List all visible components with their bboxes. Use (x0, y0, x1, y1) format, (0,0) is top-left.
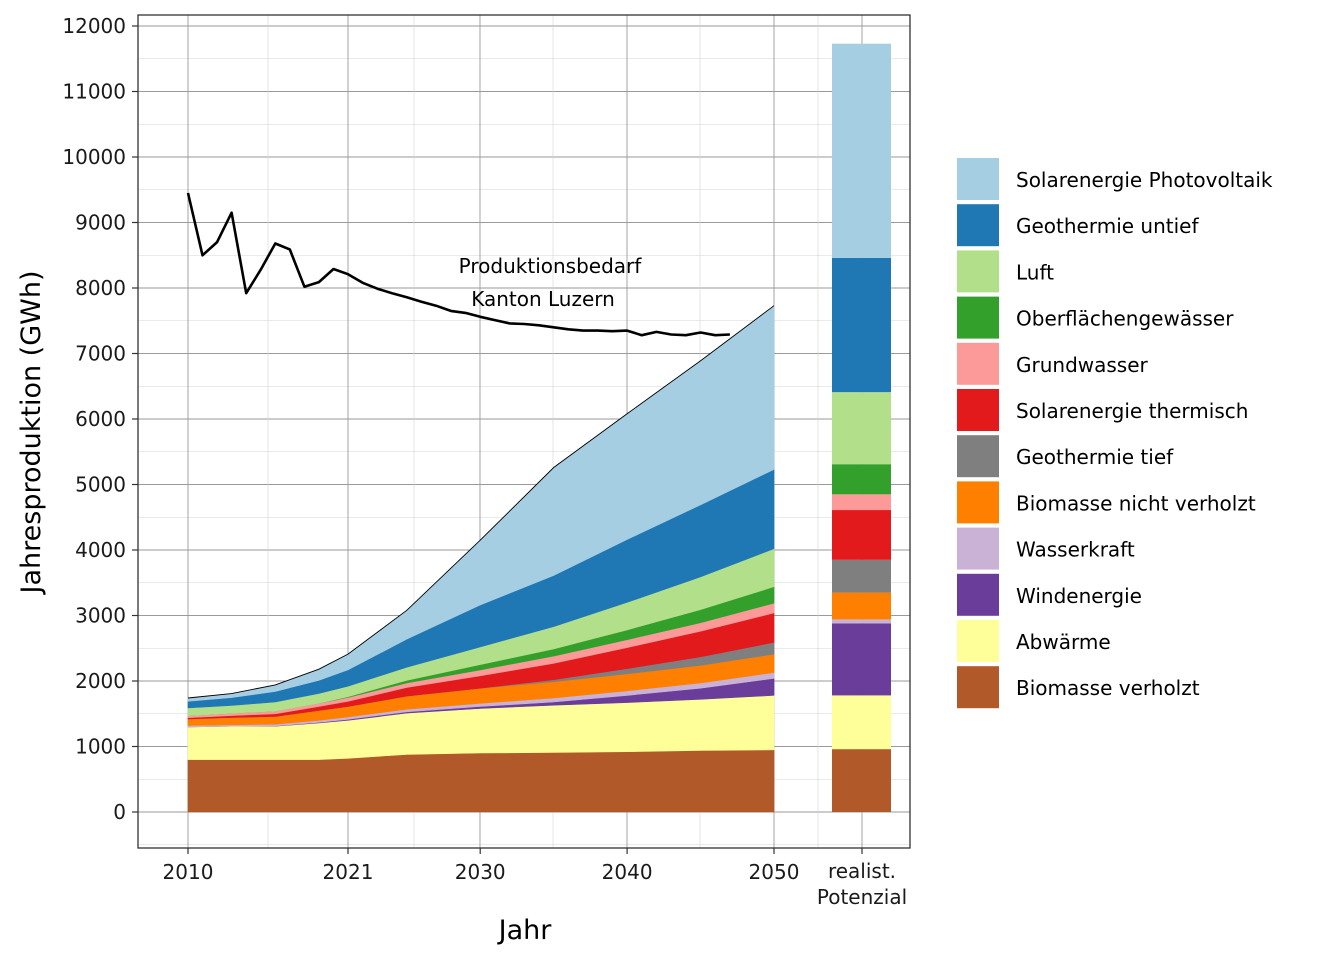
demand-line (186, 192, 730, 337)
legend-swatch (957, 435, 999, 478)
potential-segment-geothermie-untief (832, 257, 891, 393)
legend-swatch (957, 666, 999, 709)
potential-segment-luft (832, 392, 891, 465)
legend-label: Geothermie untief (1016, 214, 1199, 238)
x-tick-label: 2021 (323, 860, 374, 884)
legend-swatch (957, 573, 999, 616)
legend-swatch (957, 296, 999, 339)
potential-segment-wasserkraft (832, 619, 891, 624)
potential-bar (832, 43, 891, 812)
stacked-areas (187, 305, 775, 813)
potential-segment-grundwasser (832, 494, 891, 511)
axes: 0 1000 2000 3000 4000 5000 6000 7000 8000 9000 100… (62, 14, 863, 884)
legend-label: Wasserkraft (1016, 538, 1135, 562)
potential-label-line-1: realist. (828, 859, 896, 883)
potential-segment-biomasse-verholzt (832, 749, 891, 812)
y-tick-label: 1000 (75, 735, 126, 759)
legend: Solarenergie Photovoltaik Geothermie unti… (957, 158, 1273, 709)
y-tick-label: 6000 (75, 407, 126, 431)
potential-segment-biomasse-nicht-verholzt (832, 592, 891, 620)
legend-swatch (957, 481, 999, 524)
x-tick-label: 2040 (602, 860, 653, 884)
y-tick-label: 3000 (75, 604, 126, 628)
y-tick-label: 12000 (62, 14, 126, 38)
legend-label: Abwärme (1016, 630, 1111, 654)
legend-label: Biomasse verholzt (1016, 676, 1200, 700)
legend-swatch (957, 204, 999, 247)
x-tick-label: 2010 (163, 860, 214, 884)
demand-line-layer (186, 192, 730, 337)
legend-label: Geothermie tief (1016, 445, 1174, 469)
potential-segment-solarenergie-thermisch (832, 510, 891, 560)
legend-swatch (957, 250, 999, 293)
y-axis-title: Jahresproduktion (GWh) (16, 271, 47, 596)
y-tick-label: 0 (113, 800, 126, 824)
x-tick-label: 2030 (455, 860, 506, 884)
potential-segment-windenergie (832, 623, 891, 696)
potential-segment-solarenergie-photovoltaik (832, 43, 891, 258)
stack-total-outline (187, 305, 775, 699)
legend-label: Luft (1016, 260, 1054, 284)
legend-swatch (957, 620, 999, 662)
potential-segment-oberflächengewässer (832, 464, 891, 495)
grid (138, 15, 910, 848)
legend-label: Oberflächengewässer (1016, 307, 1234, 331)
potential-segment-abwärme (832, 695, 891, 750)
y-tick-label: 5000 (75, 473, 126, 497)
y-tick-label: 7000 (75, 342, 126, 366)
legend-swatch (957, 389, 999, 431)
legend-label: Solarenergie Photovoltaik (1016, 168, 1273, 192)
legend-swatch (957, 527, 999, 570)
y-tick-label: 8000 (75, 276, 126, 300)
legend-swatch (957, 342, 999, 385)
x-tick-label: 2050 (749, 860, 800, 884)
y-tick-label: 4000 (75, 538, 126, 562)
plot-panel-border (137, 14, 911, 849)
annotation-line-2: Kanton Luzern (471, 287, 615, 311)
legend-swatch (957, 158, 999, 200)
potential-segment-geothermie-tief (832, 559, 891, 593)
legend-label: Grundwasser (1016, 353, 1149, 377)
x-axis-title: Jahr (497, 915, 553, 946)
potential-label-line-2: Potenzial (817, 885, 907, 909)
legend-label: Biomasse nicht verholzt (1016, 491, 1256, 515)
annotation-line-1: Produktionsbedarf (459, 254, 643, 278)
legend-label: Windenergie (1016, 584, 1142, 608)
legend-label: Solarenergie thermisch (1016, 399, 1248, 423)
y-tick-label: 11000 (62, 80, 126, 104)
y-tick-label: 9000 (75, 211, 126, 235)
y-tick-label: 10000 (62, 145, 126, 169)
y-tick-label: 2000 (75, 669, 126, 693)
